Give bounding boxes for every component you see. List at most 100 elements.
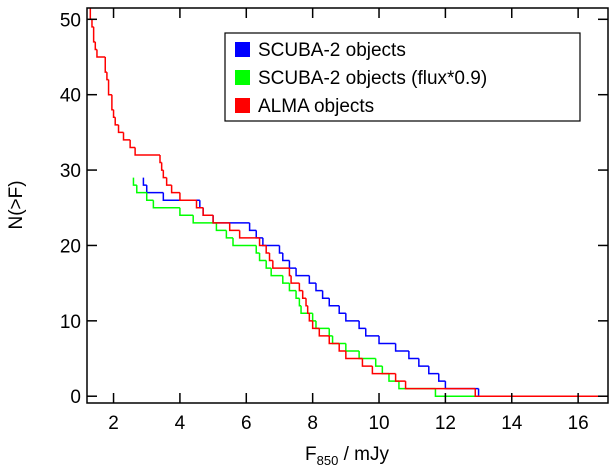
step-segment xyxy=(345,343,360,352)
step-segment xyxy=(328,298,340,307)
step-segment xyxy=(111,94,114,111)
step-segment xyxy=(215,222,227,232)
step-segment xyxy=(122,132,131,141)
x-tick-label: 16 xyxy=(568,413,589,434)
y-tick-label: 30 xyxy=(60,161,81,182)
step-segment xyxy=(132,177,137,186)
step-segment xyxy=(91,19,94,28)
step-segment xyxy=(308,275,316,284)
step-segment xyxy=(270,268,283,277)
step-segment xyxy=(104,56,107,73)
step-segment xyxy=(306,305,310,315)
step-segment xyxy=(199,200,204,209)
step-segment xyxy=(298,283,303,292)
step-segment xyxy=(394,373,406,382)
legend-label: SCUBA-2 objects (flux*0.9) xyxy=(258,68,487,89)
step-segment xyxy=(338,343,346,352)
step-segment xyxy=(195,200,204,209)
x-tick-label: 4 xyxy=(175,413,186,434)
x-tick-label: 8 xyxy=(307,413,318,434)
x-tick-label: 14 xyxy=(501,413,523,434)
step-segment xyxy=(371,366,396,375)
x-label-sub: 850 xyxy=(317,453,339,468)
step-segment xyxy=(212,215,230,224)
step-segment xyxy=(311,320,320,330)
step-segment xyxy=(134,147,161,156)
x-tick-label: 2 xyxy=(108,413,119,434)
step-segment xyxy=(262,237,280,247)
step-segment xyxy=(255,230,263,239)
step-segment xyxy=(89,8,92,21)
step-segment xyxy=(315,320,330,330)
step-segment xyxy=(308,313,313,322)
step-segment xyxy=(162,170,167,179)
y-tick-label: 50 xyxy=(60,10,81,31)
step-segment xyxy=(179,207,194,217)
step-segment xyxy=(160,162,164,171)
step-segment xyxy=(112,109,116,119)
step-segment xyxy=(136,185,147,194)
step-segment xyxy=(358,320,366,330)
x-tick-label: 12 xyxy=(435,413,456,434)
step-segment xyxy=(94,41,97,51)
step-segment xyxy=(328,335,340,345)
step-segment xyxy=(290,275,300,284)
step-segment xyxy=(225,230,234,239)
step-segment xyxy=(301,290,307,299)
step-segment xyxy=(295,268,310,277)
step-segment xyxy=(272,260,290,269)
step-segment xyxy=(358,350,376,360)
step-segment xyxy=(295,290,300,299)
step-segment xyxy=(444,381,479,390)
step-segment xyxy=(232,237,257,247)
plot-area xyxy=(89,8,608,397)
y-tick-label: 10 xyxy=(60,312,81,333)
step-segment xyxy=(315,283,323,292)
step-segment xyxy=(106,72,109,81)
step-segment xyxy=(288,268,292,277)
step-segment xyxy=(408,350,419,360)
step-segment xyxy=(96,49,106,58)
step-segment xyxy=(152,200,180,209)
step-segment xyxy=(258,237,267,247)
legend-swatch xyxy=(235,42,250,57)
y-tick-label: 40 xyxy=(60,86,81,107)
step-segment xyxy=(298,298,302,307)
step-segment xyxy=(145,192,154,201)
step-segment xyxy=(331,335,346,345)
step-segment xyxy=(265,260,272,269)
step-segment xyxy=(129,139,136,149)
x-tick-label: 6 xyxy=(241,413,252,434)
step-segment xyxy=(428,366,439,375)
step-segment xyxy=(107,79,112,96)
step-segment xyxy=(311,313,316,322)
legend-label: ALMA objects xyxy=(258,96,374,117)
legend-swatch xyxy=(235,70,250,85)
step-segment xyxy=(162,192,200,201)
x-label-rest: / mJy xyxy=(338,444,389,465)
step-segment xyxy=(114,117,119,126)
step-segment xyxy=(438,373,446,382)
step-segment xyxy=(398,381,436,390)
step-segment xyxy=(238,230,260,239)
x-label-main: F xyxy=(305,444,317,465)
step-segment xyxy=(345,350,363,360)
step-segment xyxy=(142,177,147,186)
step-segment xyxy=(474,388,608,397)
step-segment xyxy=(117,124,124,134)
step-segment xyxy=(338,305,346,315)
legend-box xyxy=(224,32,581,122)
step-segment xyxy=(321,290,330,299)
step-segment xyxy=(345,313,360,322)
step-segment xyxy=(374,358,383,367)
step-segment xyxy=(282,275,290,284)
x-axis-label: F850 / mJy xyxy=(305,444,389,468)
step-segment xyxy=(170,185,180,194)
step-segment xyxy=(365,328,380,337)
step-segment xyxy=(258,252,267,262)
step-segment xyxy=(202,207,214,217)
step-segment xyxy=(318,328,330,337)
step-segment xyxy=(278,245,283,254)
step-segment xyxy=(378,335,396,345)
